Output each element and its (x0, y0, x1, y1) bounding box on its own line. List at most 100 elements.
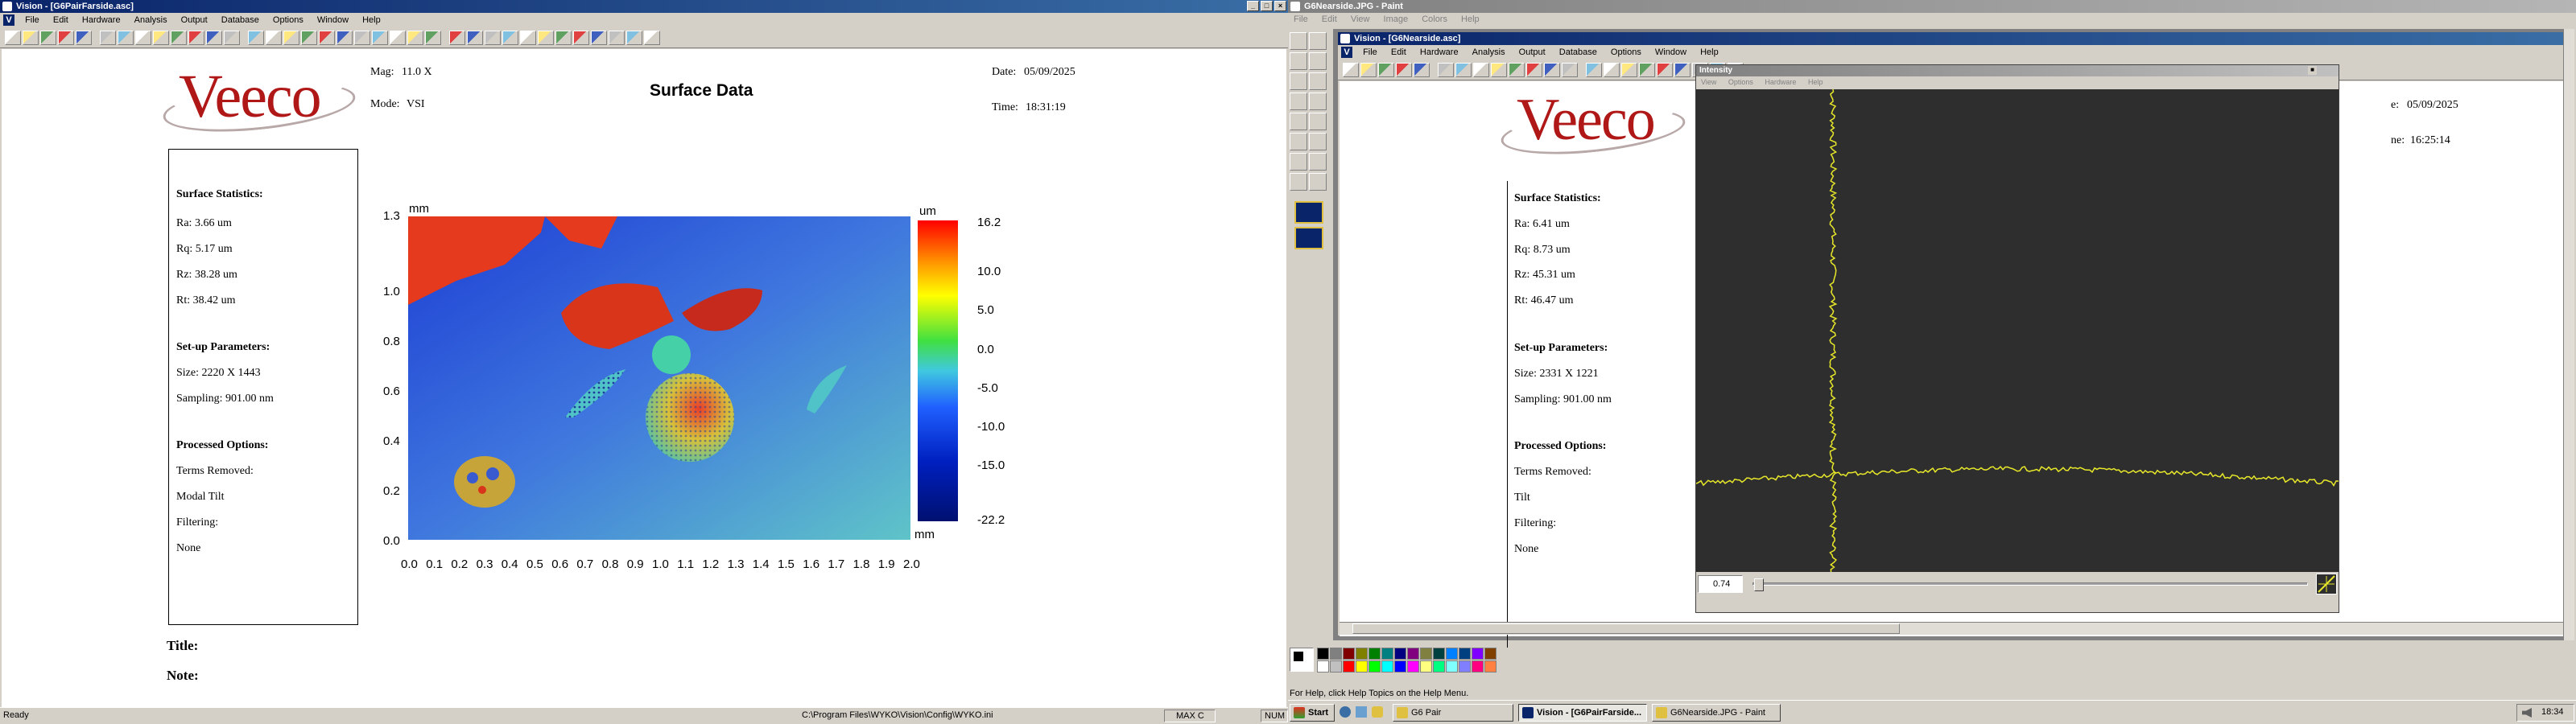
palette-color-swatch[interactable] (1381, 648, 1393, 660)
desktop-icon[interactable] (1356, 706, 1367, 718)
ie-icon[interactable] (1340, 706, 1351, 718)
menu-edit[interactable]: Edit (52, 15, 68, 25)
vision-tool-button[interactable] (390, 31, 406, 45)
paint-menu-help[interactable]: Help (1461, 14, 1480, 24)
vision-tool-button[interactable] (467, 31, 483, 45)
paint-menu-image[interactable]: Image (1383, 14, 1409, 24)
paint-tool-button[interactable] (1309, 113, 1327, 130)
palette-color-swatch[interactable] (1317, 660, 1329, 673)
vision-tool-button[interactable] (5, 31, 21, 45)
menu-options[interactable]: Options (272, 15, 303, 25)
palette-color-swatch[interactable] (1446, 660, 1458, 673)
palette-color-swatch[interactable] (1446, 648, 1458, 660)
vision-tool-button[interactable] (502, 31, 518, 45)
palette-color-swatch[interactable] (1356, 648, 1368, 660)
menu-database[interactable]: Database (221, 15, 259, 25)
menu-file[interactable]: File (25, 15, 39, 25)
palette-color-swatch[interactable] (1356, 660, 1368, 673)
vision-tool-button[interactable] (248, 31, 264, 45)
intensity-crosshair-icon[interactable] (2316, 574, 2337, 594)
menu-window[interactable]: Window (316, 15, 349, 25)
palette-color-swatch[interactable] (1330, 648, 1342, 660)
palette-color-swatch[interactable] (1459, 648, 1471, 660)
menu-output[interactable]: Output (180, 15, 208, 25)
embedded-tool-button[interactable] (1639, 63, 1655, 77)
palette-color-swatch[interactable] (1433, 648, 1445, 660)
vision-tool-button[interactable] (485, 31, 501, 45)
intensity-close-button[interactable]: ■ (2308, 66, 2317, 75)
vision-tool-button[interactable] (266, 31, 282, 45)
palette-color-swatch[interactable] (1484, 648, 1496, 660)
embedded-tool-button[interactable] (1562, 63, 1578, 77)
palette-color-swatch[interactable] (1484, 660, 1496, 673)
paint-tool-button[interactable] (1309, 93, 1327, 110)
palette-color-swatch[interactable] (1472, 660, 1484, 673)
maximize-button[interactable]: □ (1261, 1, 1273, 11)
palette-color-swatch[interactable] (1381, 660, 1393, 673)
close-button[interactable]: × (1274, 1, 1286, 11)
paint-tool-button[interactable] (1290, 32, 1307, 50)
vision-titlebar[interactable]: Vision - [G6PairFarside.asc] _ □ × (0, 0, 1288, 13)
intensity-slider[interactable] (1752, 575, 2308, 593)
paint-option-box[interactable] (1294, 227, 1323, 249)
vision-tool-button[interactable] (100, 31, 116, 45)
minimize-button[interactable]: _ (1247, 1, 1259, 11)
palette-color-swatch[interactable] (1317, 648, 1329, 660)
vision-tool-button[interactable] (153, 31, 169, 45)
embedded-tool-button[interactable] (1438, 63, 1454, 77)
vision-tool-button[interactable] (118, 31, 134, 45)
start-button[interactable]: Start (1290, 704, 1335, 722)
vision-tool-button[interactable] (372, 31, 388, 45)
embedded-tool-button[interactable] (1604, 63, 1620, 77)
intensity-value-box[interactable]: 0.74 (1698, 575, 1743, 593)
paint-menu-colors[interactable]: Colors (1422, 14, 1447, 24)
paint-vscroll[interactable] (2563, 29, 2574, 640)
palette-color-swatch[interactable] (1368, 648, 1381, 660)
embedded-tool-button[interactable] (1455, 63, 1472, 77)
vision-tool-button[interactable] (188, 31, 204, 45)
palette-color-swatch[interactable] (1343, 660, 1355, 673)
clock[interactable]: 18:34 (2541, 707, 2564, 717)
palette-color-swatch[interactable] (1368, 660, 1381, 673)
paint-tool-button[interactable] (1290, 173, 1307, 191)
embedded-tool-button[interactable] (1674, 63, 1690, 77)
menu-analysis[interactable]: Analysis (134, 15, 167, 25)
intensity-slider-thumb[interactable] (1754, 578, 1764, 591)
vision-tool-button[interactable] (425, 31, 441, 45)
paint-titlebar[interactable]: G6Nearside.JPG - Paint (1288, 0, 2576, 13)
vision-tool-button[interactable] (135, 31, 151, 45)
vision-tool-button[interactable] (336, 31, 353, 45)
paint-tool-button[interactable] (1309, 32, 1327, 50)
task-g6-pair[interactable]: G6 Pair (1393, 704, 1513, 722)
palette-color-swatch[interactable] (1330, 660, 1342, 673)
vision-tool-button[interactable] (354, 31, 370, 45)
embedded-tool-button[interactable] (1491, 63, 1507, 77)
outlook-icon[interactable] (1372, 706, 1383, 718)
paint-tool-button[interactable] (1290, 93, 1307, 110)
paint-option-box[interactable] (1294, 201, 1323, 224)
paint-tool-button[interactable] (1309, 153, 1327, 171)
vision-tool-button[interactable] (555, 31, 572, 45)
palette-color-swatch[interactable] (1433, 660, 1445, 673)
paint-tool-button[interactable] (1309, 52, 1327, 70)
paint-menu-file[interactable]: File (1294, 14, 1308, 24)
vision-tool-button[interactable] (538, 31, 554, 45)
vision-tool-button[interactable] (407, 31, 423, 45)
paint-current-color[interactable] (1290, 648, 1314, 672)
embedded-tool-button[interactable] (1396, 63, 1412, 77)
palette-color-swatch[interactable] (1459, 660, 1471, 673)
volume-icon[interactable] (2522, 708, 2532, 718)
vision-tool-button[interactable] (283, 31, 299, 45)
vision-tool-button[interactable] (626, 31, 642, 45)
palette-color-swatch[interactable] (1420, 648, 1432, 660)
paint-menu-edit[interactable]: Edit (1321, 14, 1337, 24)
vision-tool-button[interactable] (644, 31, 660, 45)
embedded-tool-button[interactable] (1473, 63, 1489, 77)
vision-tool-button[interactable] (171, 31, 187, 45)
vision-tool-button[interactable] (609, 31, 625, 45)
paint-tool-button[interactable] (1309, 133, 1327, 150)
embedded-tool-button[interactable] (1360, 63, 1377, 77)
embedded-tool-button[interactable] (1526, 63, 1542, 77)
task-vision[interactable]: Vision - [G6PairFarside... (1518, 704, 1647, 722)
paint-menu-view[interactable]: View (1350, 14, 1370, 24)
